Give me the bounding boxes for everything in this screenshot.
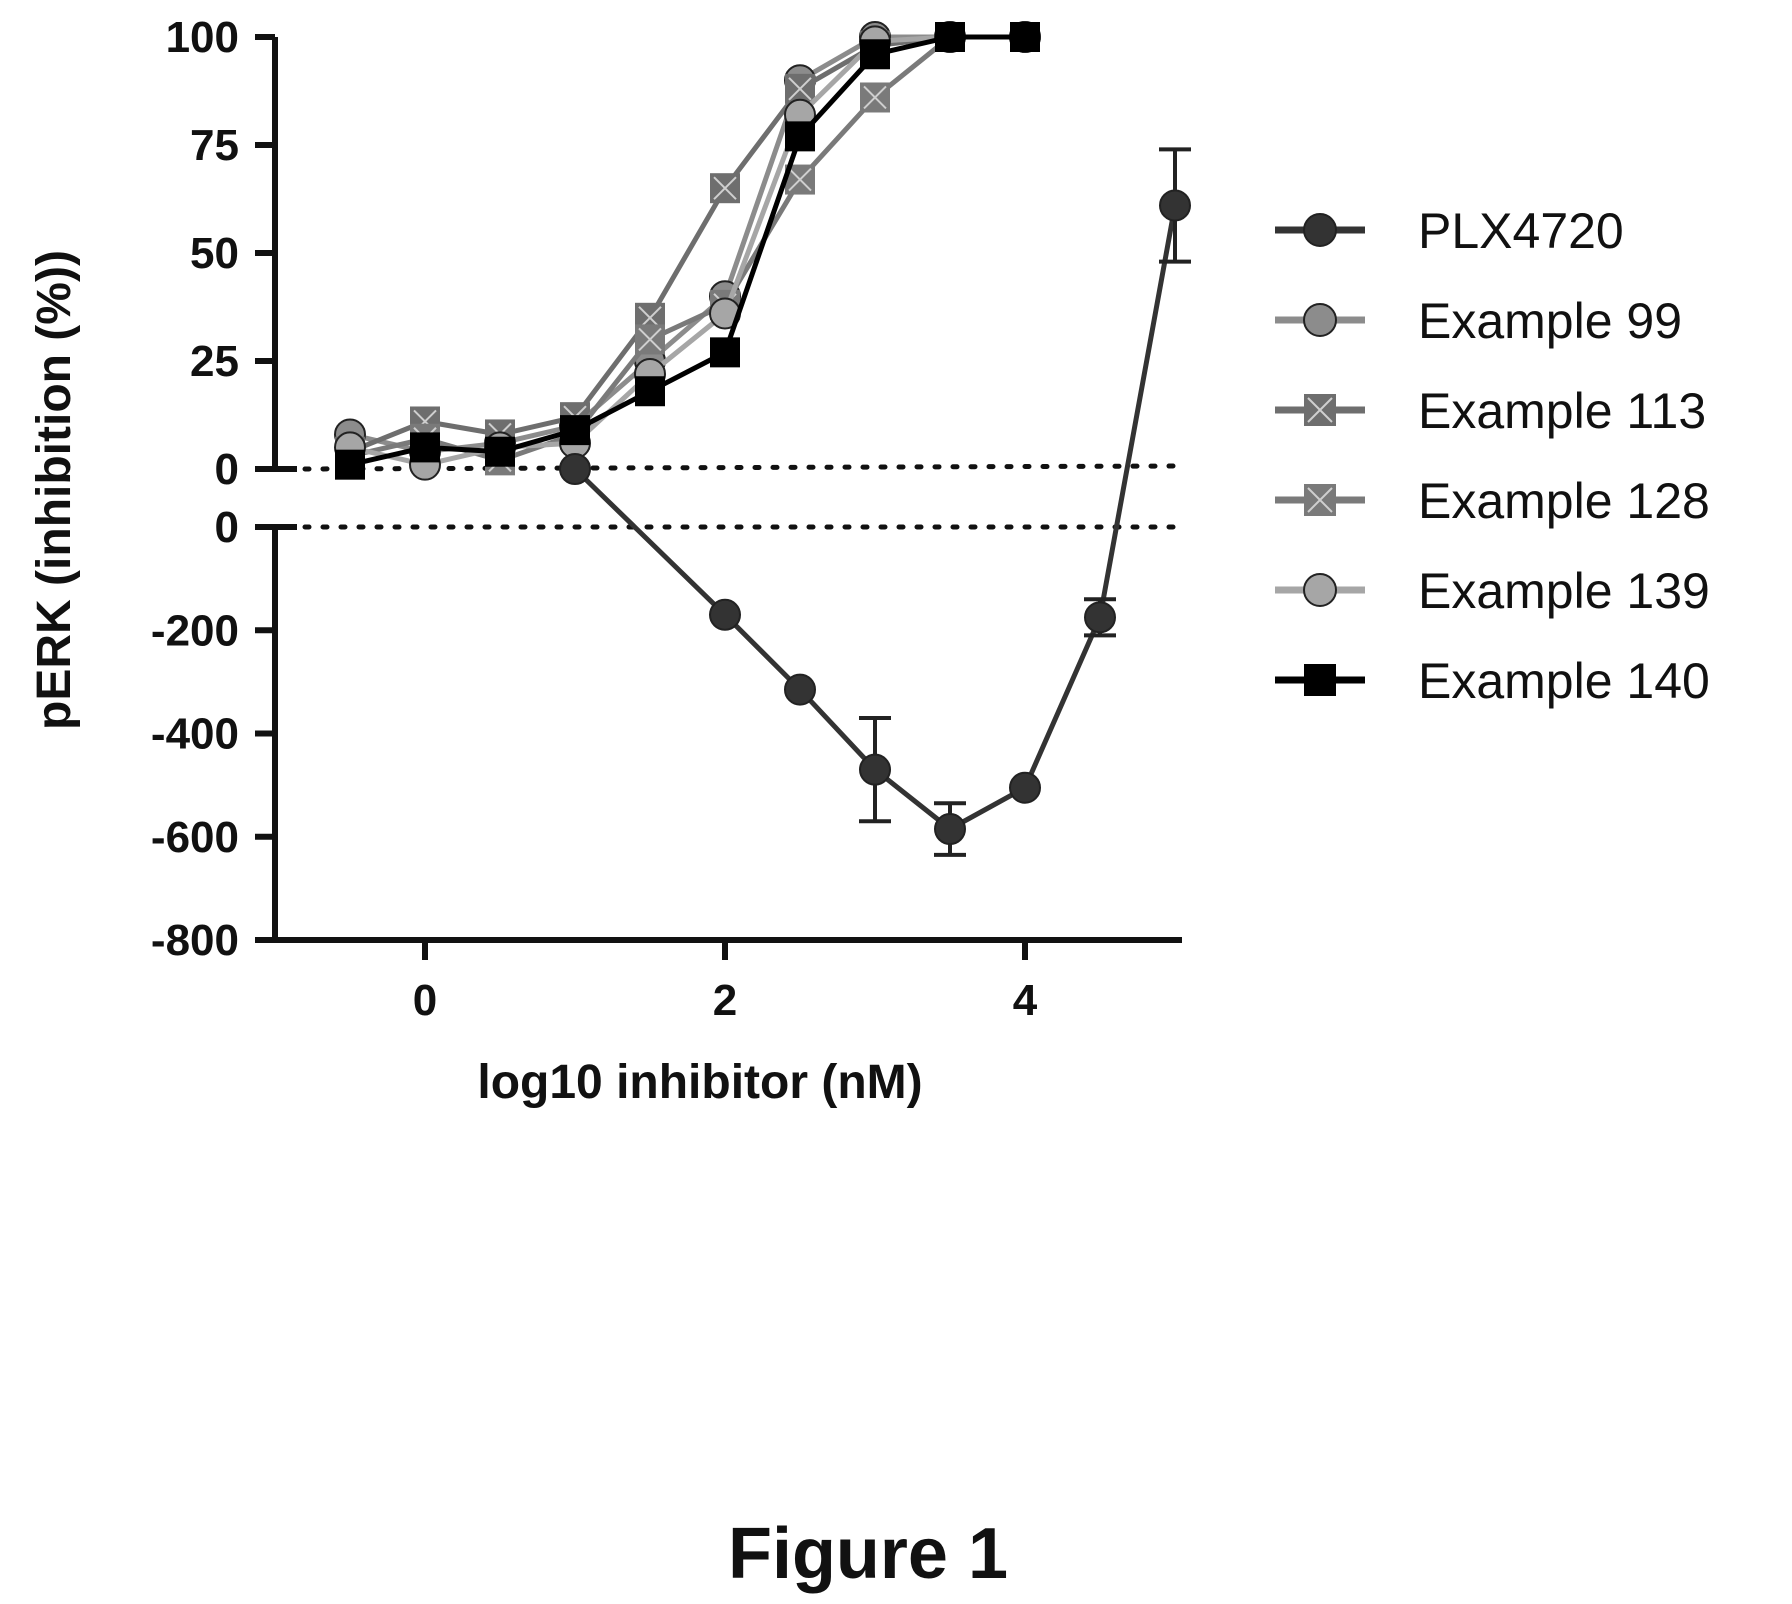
legend-label: Example 140 [1418, 653, 1710, 709]
data-point-plx4720 [1084, 601, 1116, 634]
y-axis-title: pERK (inhibition (%)) [28, 250, 81, 730]
x-tick-label: 0 [413, 976, 437, 1025]
legend-item-plx4720: PLX4720 [1275, 203, 1624, 259]
legend-item-example-99: Example 99 [1275, 293, 1682, 349]
data-point-plx4720 [784, 673, 816, 706]
x-tick-label: 4 [1013, 976, 1038, 1025]
legend-item-example-140: Example 140 [1275, 653, 1710, 709]
y-tick-label-lower: -200 [151, 606, 239, 655]
zero-line-upper [302, 463, 1185, 472]
data-point-example-140 [1010, 22, 1040, 52]
data-point-plx4720 [1009, 771, 1041, 804]
legend-swatch-marker [1303, 573, 1337, 607]
legend-item-example-139: Example 139 [1275, 563, 1710, 619]
legend-swatch-marker [1303, 303, 1337, 337]
data-point-example-128-cross [788, 167, 812, 192]
data-point-example-140 [935, 22, 965, 52]
data-point-plx4720 [709, 598, 741, 631]
data-point-example-128 [635, 324, 665, 355]
legend-label: Example 139 [1418, 563, 1710, 619]
plot-area [334, 21, 1191, 857]
data-point-plx4720 [1159, 189, 1191, 222]
legend-label: Example 99 [1418, 293, 1682, 349]
series-example-99 [334, 21, 1041, 468]
x-axis-title: log10 inhibitor (nM) [477, 1056, 922, 1109]
data-point-example-140 [635, 376, 665, 407]
y-tick-label-upper: 75 [190, 121, 239, 170]
data-point-example-113 [710, 173, 740, 204]
series-line-example-140 [349, 34, 1025, 468]
data-point-example-140 [485, 436, 515, 467]
legend-swatch-marker [1304, 484, 1336, 516]
legend-swatch-marker-cross [1307, 487, 1333, 513]
series-line-example-113 [349, 34, 1025, 455]
data-point-example-140 [710, 337, 740, 368]
data-point-example-140 [560, 415, 590, 446]
data-point-plx4720 [859, 753, 891, 786]
y-tick-label-lower: 0 [215, 503, 239, 552]
series-plx4720 [559, 147, 1191, 857]
legend-label: PLX4720 [1418, 203, 1624, 259]
series-example-140 [335, 22, 1040, 480]
y-tick-label-lower: -600 [151, 813, 239, 862]
data-point-example-140 [335, 449, 365, 480]
legend-swatch-marker [1303, 213, 1337, 247]
legend: PLX4720 Example 99 Example 113 Example 128 E… [1275, 203, 1710, 709]
figure-caption: Figure 1 [728, 1514, 1008, 1594]
data-point-plx4720 [934, 813, 966, 846]
series-line-example-139 [349, 34, 1025, 468]
data-point-example-140 [860, 39, 890, 70]
legend-label: Example 113 [1418, 383, 1706, 439]
data-point-example-128-cross [863, 85, 887, 110]
y-tick-label-upper: 25 [190, 337, 239, 386]
zero-reference-lines [302, 463, 1185, 530]
y-tick-label-lower: -400 [151, 710, 239, 759]
axes: 100 75 50 25 0 0 -200 -400 -600 -800 0 2 4 [151, 13, 1182, 1025]
y-tick-label-lower: -800 [151, 916, 239, 965]
legend-item-example-128: Example 128 [1275, 473, 1710, 529]
legend-item-example-113: Example 113 [1275, 383, 1706, 439]
legend-swatch-marker-cross [1307, 397, 1333, 423]
series-line-plx4720 [573, 205, 1178, 832]
legend-swatch-marker [1304, 664, 1336, 696]
y-tick-label-upper: 0 [215, 445, 239, 494]
data-point-example-128 [860, 82, 890, 113]
legend-swatch-marker [1304, 394, 1336, 426]
data-point-plx4720 [559, 453, 591, 485]
data-point-example-128-cross [638, 327, 662, 352]
y-tick-label-upper: 100 [166, 13, 239, 62]
y-tick-label-upper: 50 [190, 229, 239, 278]
x-tick-label: 2 [713, 976, 737, 1025]
series-line-example-99 [349, 34, 1025, 455]
data-point-example-140 [410, 432, 440, 463]
series-example-113 [335, 22, 1040, 467]
data-point-example-113-cross [788, 77, 812, 101]
data-point-example-140 [785, 121, 815, 152]
legend-label: Example 128 [1418, 473, 1710, 529]
data-point-example-113-cross [713, 176, 737, 200]
